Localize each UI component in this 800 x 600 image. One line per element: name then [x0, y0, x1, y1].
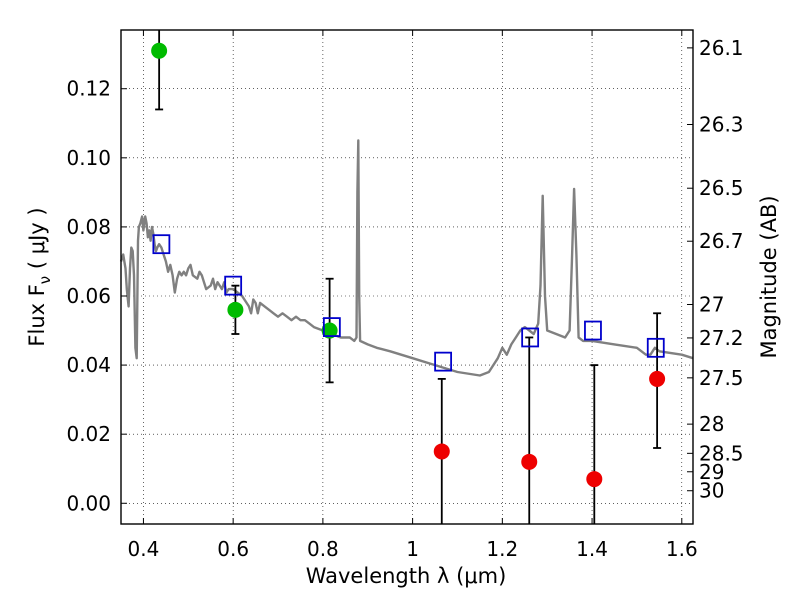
right-tick-label: 27 — [699, 292, 724, 316]
spectrum-line — [119, 139, 694, 377]
x-tick-label: 1.6 — [666, 537, 698, 561]
y-tick-label: 0.10 — [66, 146, 111, 170]
data-point — [151, 42, 168, 59]
right-tick-label: 26.3 — [699, 112, 744, 136]
model-point — [584, 320, 602, 341]
model-point — [322, 317, 341, 337]
right-axis-label: Magnitude (AB) — [757, 195, 781, 358]
plot-background — [121, 30, 693, 524]
right-tick-label: 29 — [699, 460, 724, 484]
data-point — [586, 471, 603, 488]
data-point — [649, 370, 666, 387]
y-tick-label: 0.12 — [66, 77, 111, 101]
error-bars — [155, 30, 662, 524]
y-axis-label-subscript: ν — [36, 276, 54, 284]
right-tick-label: 28 — [699, 412, 724, 436]
template-spectrum — [119, 139, 694, 377]
right-tick-label: 27.5 — [699, 366, 744, 390]
y-axis-label-unit: ( μJy ) — [25, 207, 49, 275]
axis-ticks: 0.4 0.6 0.8 1 1.2 1.4 1.6 0.00 0.02 0.04 0.06 0.08 0… — [66, 30, 744, 561]
y-tick-label: 0.00 — [66, 491, 111, 515]
model-point — [152, 234, 171, 255]
y-tick-label: 0.02 — [66, 422, 111, 446]
data-point — [227, 301, 244, 318]
x-axis-label: Wavelength λ (μm) — [306, 564, 507, 588]
x-tick-label: 0.4 — [128, 537, 160, 561]
model-point — [521, 327, 540, 348]
y-axis-label-main: Flux F — [25, 284, 49, 346]
x-tick-label: 1 — [406, 537, 419, 561]
x-tick-label: 1.4 — [576, 537, 608, 561]
right-tick-label: 28.5 — [699, 441, 744, 465]
y-tick-label: 0.04 — [66, 353, 111, 377]
model-point — [224, 275, 243, 296]
model-point — [434, 351, 453, 372]
right-tick-label: 30 — [699, 479, 724, 503]
plot-frame — [120, 29, 694, 525]
right-tick-label: 26.1 — [699, 36, 744, 60]
data-markers — [151, 42, 666, 488]
y-axis-label: Flux Fν ( μJy ) — [25, 207, 54, 346]
data-point — [433, 443, 450, 460]
right-tick-label: 27.2 — [699, 326, 744, 350]
x-tick-label: 0.6 — [217, 537, 249, 561]
data-point — [321, 322, 338, 339]
model-point — [646, 337, 665, 358]
data-point — [521, 453, 538, 470]
right-tick-label: 26.5 — [699, 176, 744, 200]
x-tick-label: 0.8 — [307, 537, 339, 561]
x-tick-label: 1.2 — [486, 537, 518, 561]
y-tick-label: 0.08 — [66, 215, 111, 239]
y-tick-label: 0.06 — [66, 284, 111, 308]
right-tick-label: 26.7 — [699, 229, 744, 253]
